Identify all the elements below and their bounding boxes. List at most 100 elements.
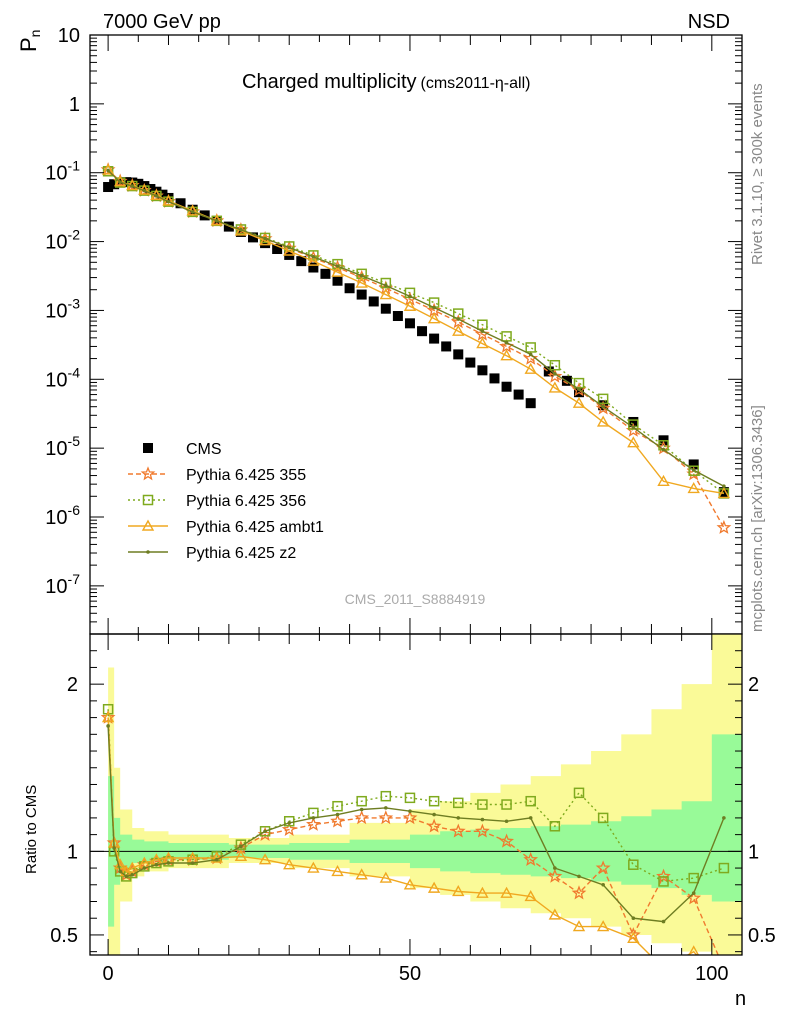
point-pythia_ambt1 (258, 234, 272, 246)
ratio-point-pythia_z2 (528, 816, 533, 820)
y-tick-label: 10-3 (45, 295, 80, 322)
ratio-bands (108, 634, 742, 955)
point-pythia_z2 (601, 404, 605, 409)
legend-marker-data (143, 443, 153, 453)
point-pythia_ambt1 (572, 396, 586, 408)
ratio-point-pythia_z2 (154, 862, 159, 867)
point-data (501, 381, 512, 392)
point-data (344, 283, 355, 294)
point-pythia_z2 (528, 352, 533, 357)
point-data (368, 296, 379, 307)
ratio-point-pythia_ambt1 (688, 945, 700, 955)
legend-marker-pythia_z2 (146, 550, 150, 554)
ratio-point-pythia_z2 (190, 861, 195, 865)
ratio-point-pythia_355 (595, 860, 611, 875)
ratio-point-pythia_355 (475, 823, 490, 838)
point-pythia_355 (547, 368, 563, 383)
legend-label-pythia_z2: Pythia 6.425 z2 (186, 545, 296, 562)
ratio-point-pythia_z2 (691, 891, 696, 895)
ratio-point-pythia_z2 (480, 817, 485, 822)
ratio-point-pythia_356 (549, 821, 561, 832)
ratio-point-pythia_ambt1 (331, 864, 344, 877)
point-pythia_ambt1 (627, 436, 640, 448)
ratio-point-pythia_ambt1 (101, 711, 115, 723)
ratio-point-pythia_z2 (118, 869, 122, 874)
ratio-point-pythia_356 (718, 862, 730, 874)
point-pythia_356 (688, 465, 699, 476)
point-pythia_ambt1 (427, 312, 441, 324)
legend-label-pythia_356: Pythia 6.425 356 (186, 493, 306, 510)
ratio-point-pythia_355 (450, 823, 466, 838)
ratio-point-pythia_z2 (722, 816, 726, 820)
point-data (404, 318, 415, 329)
ratio-point-pythia_356 (356, 795, 367, 807)
point-data (103, 182, 114, 193)
point-data (417, 326, 428, 337)
x-tick-label: 50 (399, 963, 421, 985)
point-pythia_ambt1 (524, 362, 537, 374)
point-data (109, 179, 120, 190)
point-pythia_356 (477, 319, 488, 330)
point-pythia_ambt1 (476, 337, 489, 349)
ratio-point-pythia_355 (523, 851, 539, 867)
point-pythia_z2 (722, 484, 726, 489)
legend-label-data: CMS (186, 441, 222, 458)
y-tick-label-base: 10 (45, 369, 67, 391)
legend-label-pythia_355: Pythia 6.425 355 (186, 467, 306, 484)
y-tick-label-exp: -7 (68, 571, 81, 587)
point-pythia_z2 (359, 273, 364, 278)
point-pythia_z2 (631, 425, 636, 430)
point-data (332, 275, 343, 286)
point-data (163, 192, 174, 203)
point-pythia_z2 (166, 199, 171, 204)
y-tick-label-exp: -5 (68, 433, 81, 449)
y-tick-label-exp: -1 (68, 158, 81, 174)
point-pythia_ambt1 (379, 288, 393, 300)
ratio-point-pythia_355 (571, 885, 587, 900)
legend: CMS Pythia 6.425 355 Pythia 6.425 356 Pythi… (128, 441, 324, 562)
point-pythia_356 (549, 359, 561, 371)
point-data (513, 389, 524, 400)
ratio-point-pythia_356 (688, 872, 699, 884)
y-tick-label: 10-7 (45, 571, 80, 598)
point-pythia_ambt1 (717, 486, 731, 499)
ratio-series-pythia_z2 (106, 724, 726, 924)
point-data (465, 357, 476, 368)
point-data (248, 232, 258, 243)
ratio-point-pythia_ambt1 (476, 886, 489, 898)
point-pythia_ambt1 (307, 254, 320, 266)
ratio-point-pythia_356 (573, 787, 585, 799)
plot-title: Charged multiplicity (cms2011-η-all) (242, 71, 530, 93)
point-data (392, 311, 403, 322)
ratio-frame (89, 633, 743, 956)
point-pythia_z2 (577, 387, 581, 391)
y-tick-label-base: 10 (45, 438, 67, 460)
ratio-point-pythia_z2 (384, 806, 388, 810)
point-pythia_z2 (142, 188, 147, 193)
point-pythia_355 (595, 400, 611, 415)
ratio-point-pythia_z2 (142, 866, 147, 870)
analysis-id: CMS_2011_S8884919 (345, 591, 486, 607)
ratio-point-pythia_ambt1 (283, 858, 296, 870)
ratio-point-pythia_355 (499, 833, 515, 848)
legend-marker-pythia_355 (140, 466, 156, 481)
point-pythia_356 (597, 393, 609, 405)
point-pythia_355 (716, 519, 732, 534)
point-pythia_z2 (190, 210, 195, 214)
ratio-point-pythia_ambt1 (500, 886, 513, 898)
y-tick-label: 1 (69, 94, 80, 116)
side-label-rivet: Rivet 3.1.10, ≥ 300k events (749, 83, 766, 265)
ratio-ylabel: Ratio to CMS (23, 785, 40, 874)
point-pythia_z2 (335, 264, 340, 268)
ratio-point-pythia_ambt1 (355, 868, 368, 880)
ratio-point-pythia_356 (235, 839, 247, 850)
point-pythia_ambt1 (403, 299, 417, 311)
ratio-point-pythia_ambt1 (627, 931, 640, 943)
y-tick-label-base: 10 (45, 300, 67, 322)
ratio-point-pythia_ambt1 (258, 853, 272, 865)
point-pythia_z2 (504, 340, 509, 345)
ratio-series (100, 703, 730, 955)
ratio-point-pythia_ambt1 (126, 861, 139, 873)
legend-marker-pythia_ambt1 (141, 519, 155, 531)
legend-marker-pythia_356 (142, 494, 154, 506)
